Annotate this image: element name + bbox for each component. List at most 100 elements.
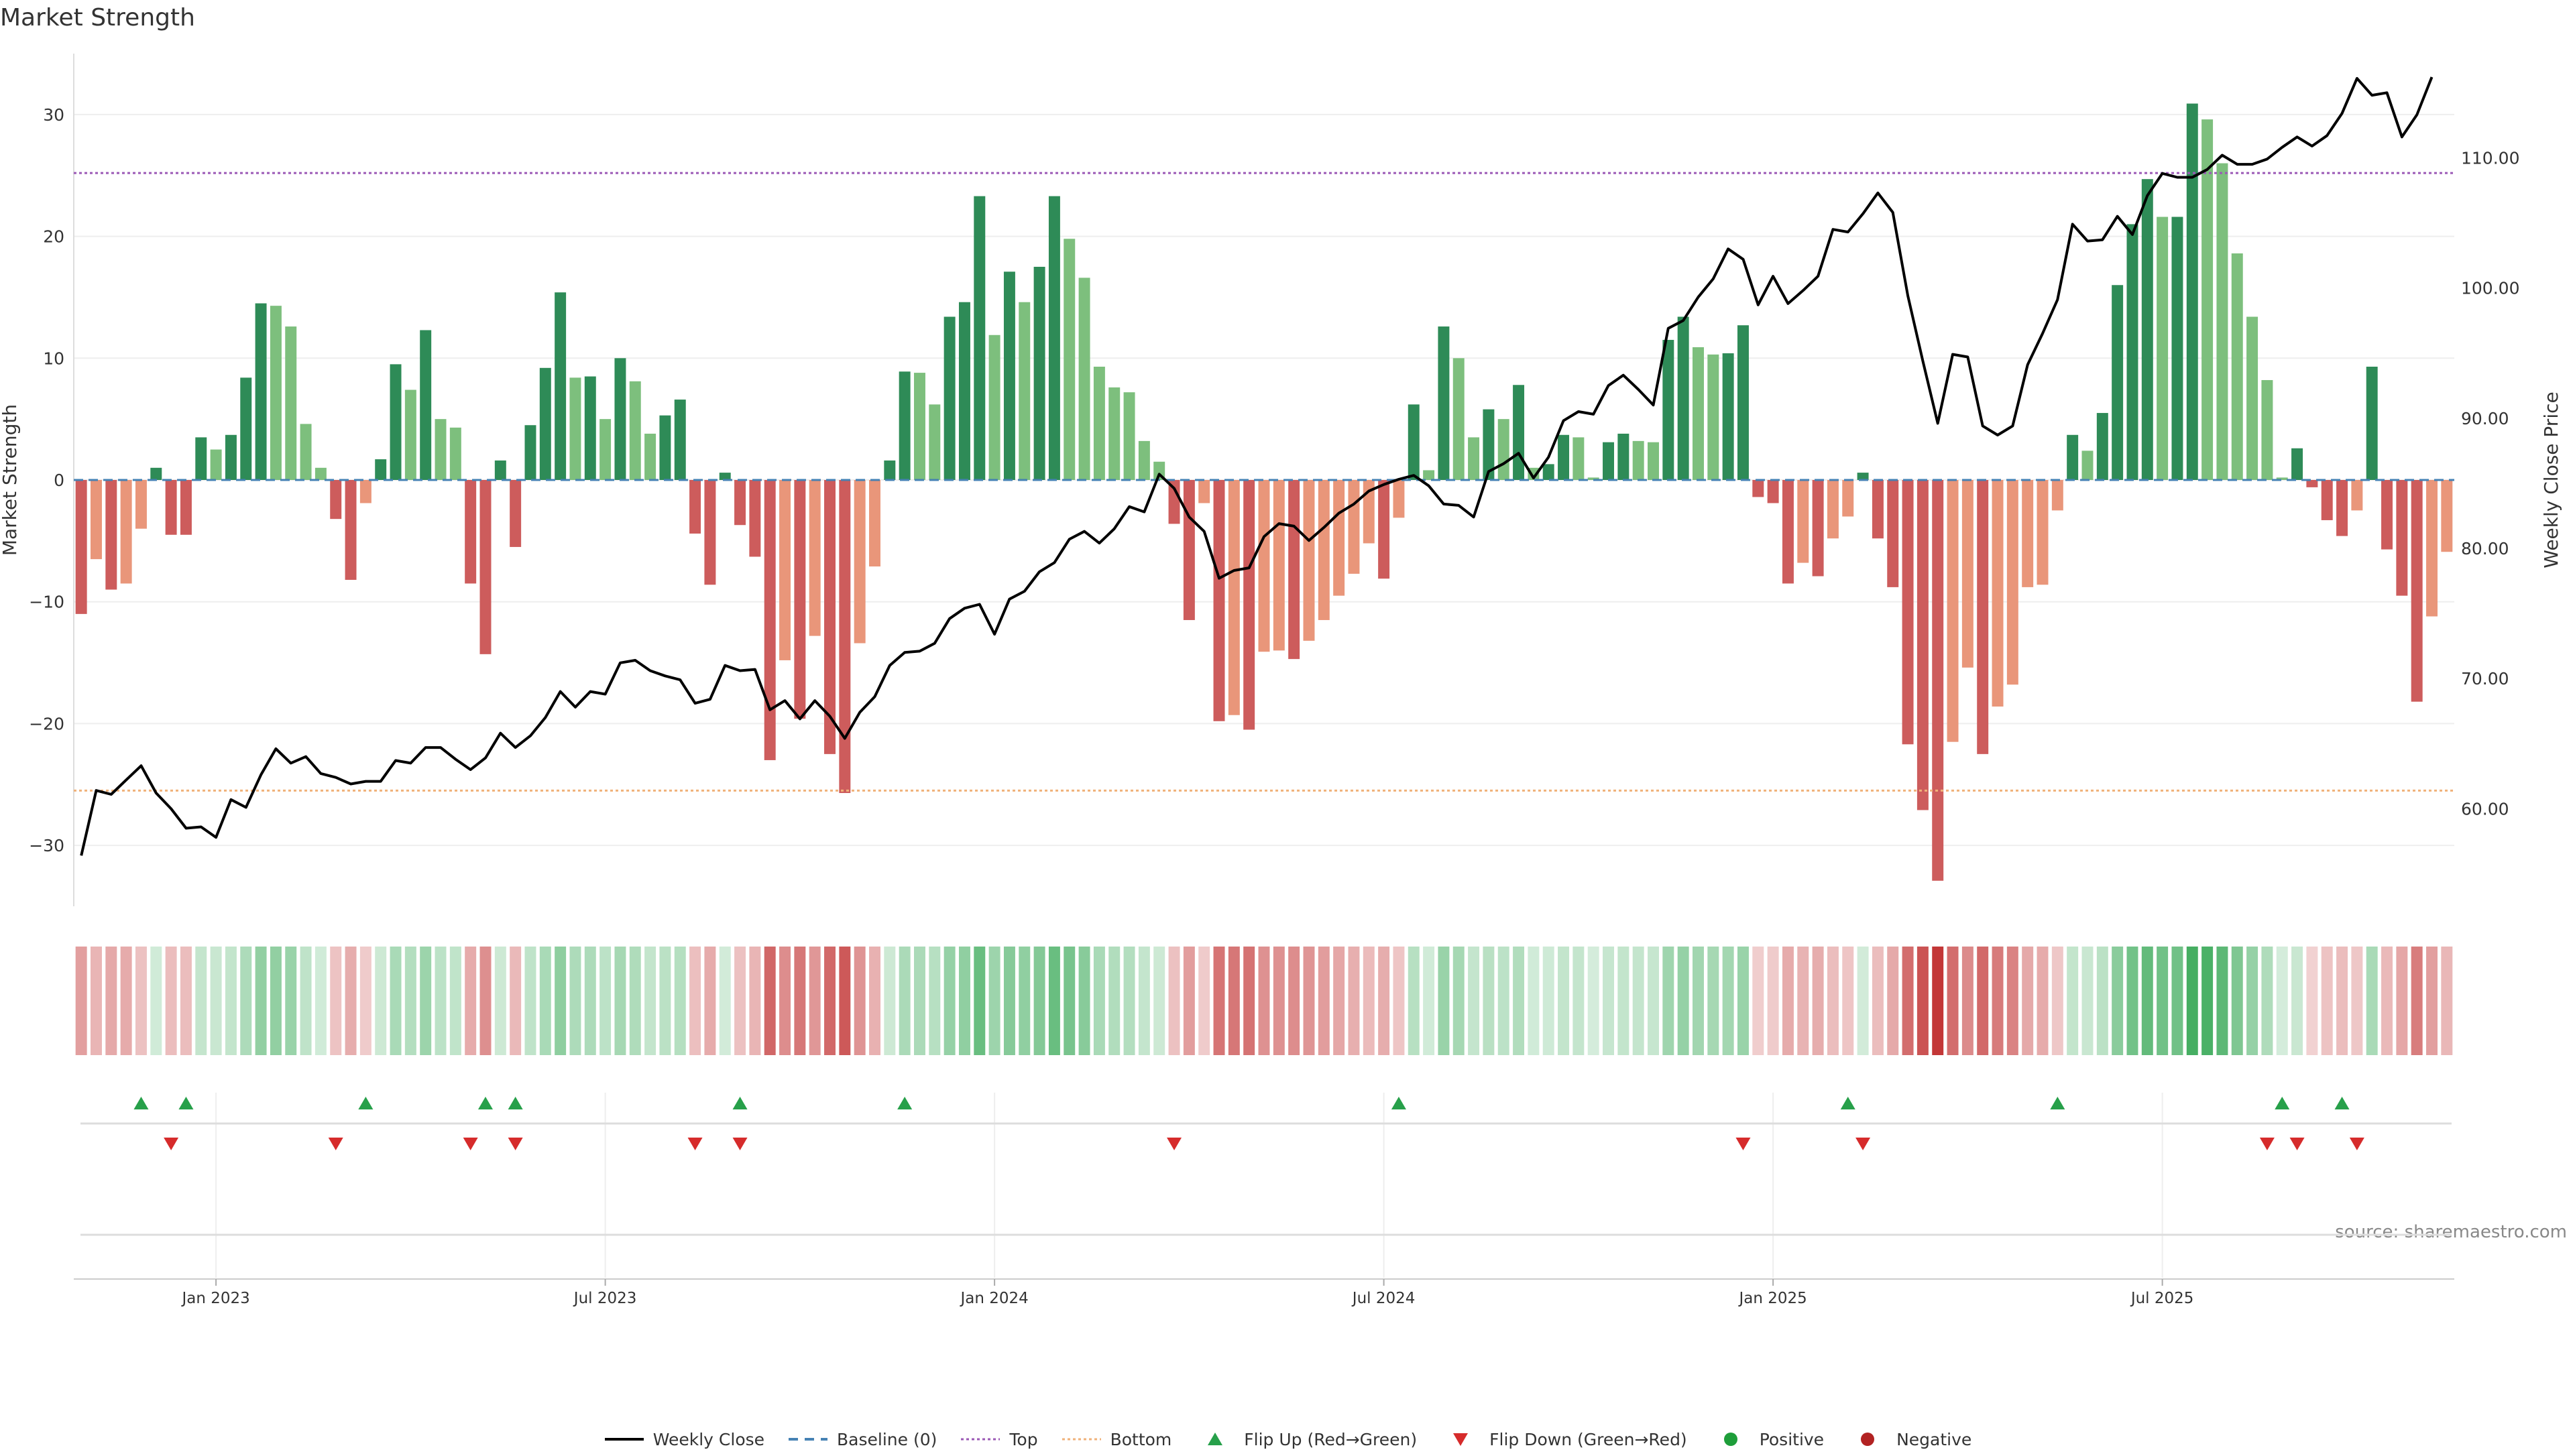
strength-bar (1737, 325, 1749, 480)
strength-bar (555, 292, 567, 480)
legend-item: Flip Down (Green→Red) (1440, 1430, 1687, 1449)
strength-bar (644, 433, 656, 480)
heat-cell (1617, 947, 1629, 1055)
heat-cell (300, 947, 312, 1055)
x-tick-label: Jul 2025 (2130, 1290, 2194, 1307)
heat-cell (1228, 947, 1240, 1055)
strength-bar (1303, 480, 1315, 641)
heat-cell (884, 947, 896, 1055)
heat-cell (1513, 947, 1525, 1055)
heat-cell (854, 947, 866, 1055)
strength-bar (2201, 119, 2214, 480)
strength-bar (1722, 353, 1734, 480)
strength-bar (839, 480, 851, 794)
flip-down-marker (732, 1138, 748, 1150)
heat-cell (2081, 947, 2094, 1055)
strength-bar (1932, 480, 1944, 881)
legend-label: Flip Up (Red→Green) (1244, 1429, 1418, 1449)
strength-bar (1123, 392, 1135, 480)
heat-cell (1857, 947, 1869, 1055)
flip-up-marker (508, 1097, 523, 1109)
heat-cell (1992, 947, 2004, 1055)
heat-cell (2246, 947, 2258, 1055)
strength-bar (2336, 480, 2348, 536)
heat-cell (1632, 947, 1644, 1055)
heat-cell (719, 947, 731, 1055)
strength-bar (120, 480, 132, 584)
strength-bar (359, 480, 371, 503)
strength-bar (285, 326, 297, 480)
legend-item: Positive (1710, 1430, 1824, 1449)
heat-cell (704, 947, 716, 1055)
legend-item: Flip Up (Red→Green) (1194, 1430, 1417, 1449)
heat-cell (2231, 947, 2243, 1055)
heat-cell (1542, 947, 1554, 1055)
heat-cell (958, 947, 970, 1055)
strength-bar (330, 480, 342, 520)
strength-bar (1513, 385, 1525, 480)
heat-cell (659, 947, 671, 1055)
heat-cell (1363, 947, 1375, 1055)
heat-cell (2037, 947, 2049, 1055)
strength-bar (1827, 480, 1839, 539)
legend-label: Flip Down (Green→Red) (1489, 1429, 1687, 1449)
heat-cell (1693, 947, 1704, 1055)
strength-bar (2366, 367, 2378, 480)
strength-bar (1797, 480, 1809, 563)
y2-tick-label: 90.00 (2461, 409, 2509, 428)
strength-bar (674, 400, 686, 480)
heat-cell (255, 947, 267, 1055)
strength-bar (1961, 480, 1973, 668)
heat-cell (2126, 947, 2138, 1055)
heat-cell (1572, 947, 1585, 1055)
y-tick-label: −20 (29, 714, 64, 733)
heat-cell (1528, 947, 1540, 1055)
flip-up-marker (2050, 1097, 2065, 1109)
heat-cell (1003, 947, 1015, 1055)
heat-cell (1752, 947, 1764, 1055)
date-axis: Jan 2023 Jul 2023 Jan 2024 Jul 2024 Jan 2025… (180, 1279, 2193, 1307)
heat-cell (1497, 947, 1509, 1055)
strength-bar (2141, 179, 2153, 480)
heat-cell (91, 947, 102, 1055)
heat-cell (435, 947, 447, 1055)
strength-bar (869, 480, 880, 567)
strength-bar (150, 467, 162, 480)
heat-cell (2261, 947, 2273, 1055)
heat-cell (824, 947, 836, 1055)
heat-cell (629, 947, 641, 1055)
heat-cell (120, 947, 132, 1055)
heat-cell (1887, 947, 1899, 1055)
heat-cell (2351, 947, 2363, 1055)
heat-cell (1393, 947, 1405, 1055)
heat-cell (555, 947, 567, 1055)
heat-cell (1932, 947, 1944, 1055)
y2-tick-label: 110.00 (2461, 148, 2519, 168)
heat-cell (1064, 947, 1076, 1055)
legend-label: Top (1009, 1429, 1038, 1449)
heat-cell (943, 947, 956, 1055)
strength-bar (2291, 448, 2303, 480)
heat-cell (749, 947, 761, 1055)
strength-bar (1947, 480, 1959, 742)
legend-swatch-icon (961, 1438, 1000, 1441)
heat-cell (1947, 947, 1959, 1055)
y2-axis-label: Weekly Close Price (2540, 391, 2562, 568)
strength-bar (449, 427, 461, 480)
heat-cell (330, 947, 342, 1055)
strength-bar (1752, 480, 1764, 497)
flip-up-marker (2275, 1097, 2290, 1109)
heat-cell (1408, 947, 1420, 1055)
strength-bar (794, 480, 806, 719)
strength-bar (854, 480, 866, 644)
heat-cell (839, 947, 851, 1055)
y2-tick-label: 70.00 (2461, 669, 2509, 688)
heat-cell (1333, 947, 1345, 1055)
heat-cell (929, 947, 941, 1055)
legend-label: Positive (1759, 1429, 1825, 1449)
flip-up-marker (732, 1097, 748, 1109)
strength-bar (2411, 480, 2423, 702)
strength-bar (1662, 340, 1674, 480)
strength-bar (1078, 278, 1090, 480)
legend-item: Baseline (0) (787, 1430, 937, 1449)
